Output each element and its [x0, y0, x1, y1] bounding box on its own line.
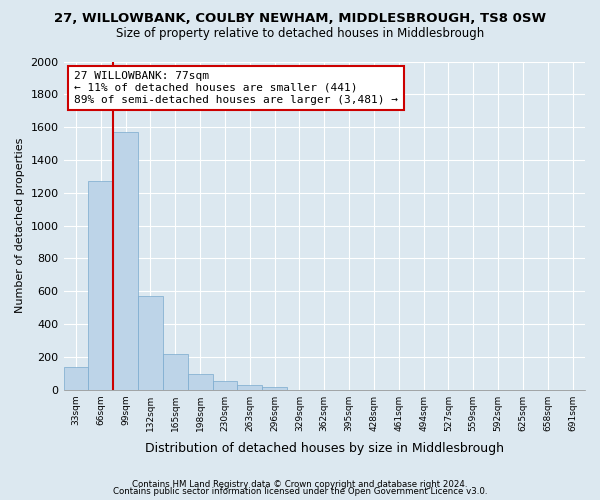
Y-axis label: Number of detached properties: Number of detached properties [15, 138, 25, 314]
X-axis label: Distribution of detached houses by size in Middlesbrough: Distribution of detached houses by size … [145, 442, 504, 455]
Bar [188, 374, 212, 390]
Bar [88, 182, 113, 390]
Bar [138, 296, 163, 390]
Bar [262, 387, 287, 390]
Text: 27 WILLOWBANK: 77sqm
← 11% of detached houses are smaller (441)
89% of semi-deta: 27 WILLOWBANK: 77sqm ← 11% of detached h… [74, 72, 398, 104]
Text: Size of property relative to detached houses in Middlesbrough: Size of property relative to detached ho… [116, 28, 484, 40]
Bar [238, 384, 262, 390]
Bar [64, 366, 88, 390]
Text: Contains HM Land Registry data © Crown copyright and database right 2024.: Contains HM Land Registry data © Crown c… [132, 480, 468, 489]
Text: 27, WILLOWBANK, COULBY NEWHAM, MIDDLESBROUGH, TS8 0SW: 27, WILLOWBANK, COULBY NEWHAM, MIDDLESBR… [54, 12, 546, 26]
Text: Contains public sector information licensed under the Open Government Licence v3: Contains public sector information licen… [113, 487, 487, 496]
Bar [113, 132, 138, 390]
Bar [163, 354, 188, 390]
Bar [212, 382, 238, 390]
